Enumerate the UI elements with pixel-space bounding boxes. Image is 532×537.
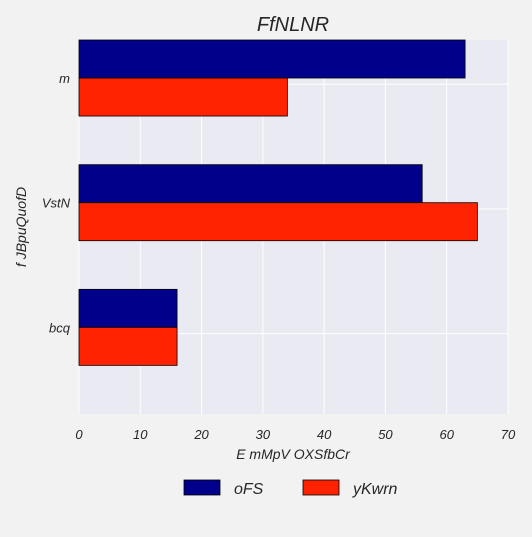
legend-label-series-2: yKwrn [352,481,398,498]
x-axis-label: E mMpV OXSfbCr [236,446,351,462]
bar-oFS-m [78,39,466,79]
y-tick-labels: m VstN bcq [42,71,71,335]
x-tick-label-0: 0 [75,427,83,442]
y-axis-label: f JBpuQuofD [13,187,29,267]
y-tick-label-2: bcq [49,320,71,335]
bar-oFS-VstN [78,164,423,204]
bar-oFS-bcq [78,288,178,328]
x-tick-label-60: 60 [439,427,454,442]
bar-yKwrn-bcq [78,326,178,366]
x-tick-label-50: 50 [378,427,393,442]
bar-yKwrn-m [78,77,288,117]
legend-swatch-series-1 [183,479,221,496]
y-tick-label-1: VstN [42,196,71,211]
x-tick-label-70: 70 [501,427,516,442]
x-tick-label-20: 20 [193,427,209,442]
legend: oFS yKwrn [183,479,398,498]
legend-label-series-1: oFS [234,481,264,498]
legend-swatch-series-2 [302,479,340,496]
x-tick-label-40: 40 [317,427,332,442]
y-tick-label-0: m [59,71,70,86]
chart-title: FfNLNR [257,14,329,36]
bar-yKwrn-VstN [78,202,478,242]
x-tick-labels: 0 10 20 30 40 50 60 70 [75,427,516,442]
x-tick-label-10: 10 [133,427,148,442]
x-tick-label-30: 30 [256,427,271,442]
bars [78,39,478,366]
